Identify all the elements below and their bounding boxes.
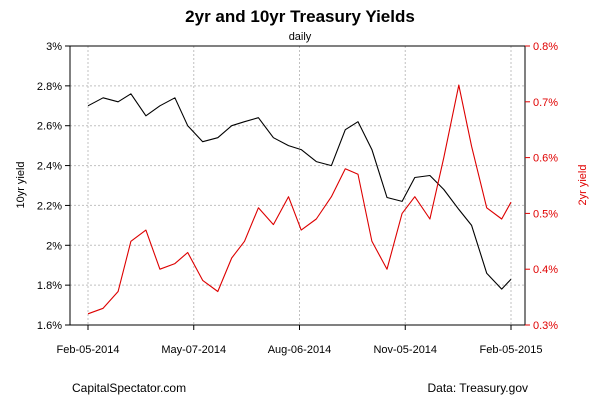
right-tick-label: 0.5% (533, 208, 558, 220)
ten-year-yield-line (87, 93, 512, 290)
right-tick-label: 0.7% (533, 97, 558, 109)
right-axis: 0.3% 0.4% 0.5% 0.6% 0.7% 0.8% (525, 41, 558, 332)
left-tick-label: 2% (46, 240, 62, 252)
left-tick-label: 2.4% (37, 161, 62, 173)
right-tick-label: 0.4% (533, 264, 558, 276)
x-tick-label: Nov-05-2014 (373, 344, 437, 356)
two-year-yield-line (87, 84, 512, 315)
right-axis-label: 2yr yield (577, 165, 589, 206)
left-axis: 1.6% 1.8% 2% 2.2% 2.4% 2.6% 2.8% 3% (37, 41, 70, 332)
footer-source-left: CapitalSpectator.com (72, 381, 186, 395)
right-tick-label: 0.8% (533, 41, 558, 53)
left-tick-label: 1.8% (37, 280, 62, 292)
chart-title: 2yr and 10yr Treasury Yields (185, 7, 415, 26)
plot-frame (69, 45, 526, 326)
left-tick-label: 1.6% (37, 320, 62, 332)
x-tick-label: Feb-05-2015 (480, 344, 543, 356)
left-tick-label: 2.2% (37, 200, 62, 212)
left-tick-label: 3% (46, 41, 62, 53)
left-axis-label: 10yr yield (15, 161, 27, 208)
x-axis: Feb-05-2014 May-07-2014 Aug-06-2014 Nov-05-… (57, 325, 543, 356)
footer-source-right: Data: Treasury.gov (428, 381, 529, 395)
x-tick-label: Feb-05-2014 (57, 344, 120, 356)
x-tick-label: May-07-2014 (161, 344, 226, 356)
right-tick-label: 0.6% (533, 153, 558, 165)
left-tick-label: 2.6% (37, 121, 62, 133)
right-tick-label: 0.3% (533, 320, 558, 332)
x-tick-label: Aug-06-2014 (268, 344, 332, 356)
series-group (87, 84, 512, 315)
grid (70, 46, 525, 325)
chart-subtitle: daily (289, 31, 312, 43)
left-tick-label: 2.8% (37, 81, 62, 93)
